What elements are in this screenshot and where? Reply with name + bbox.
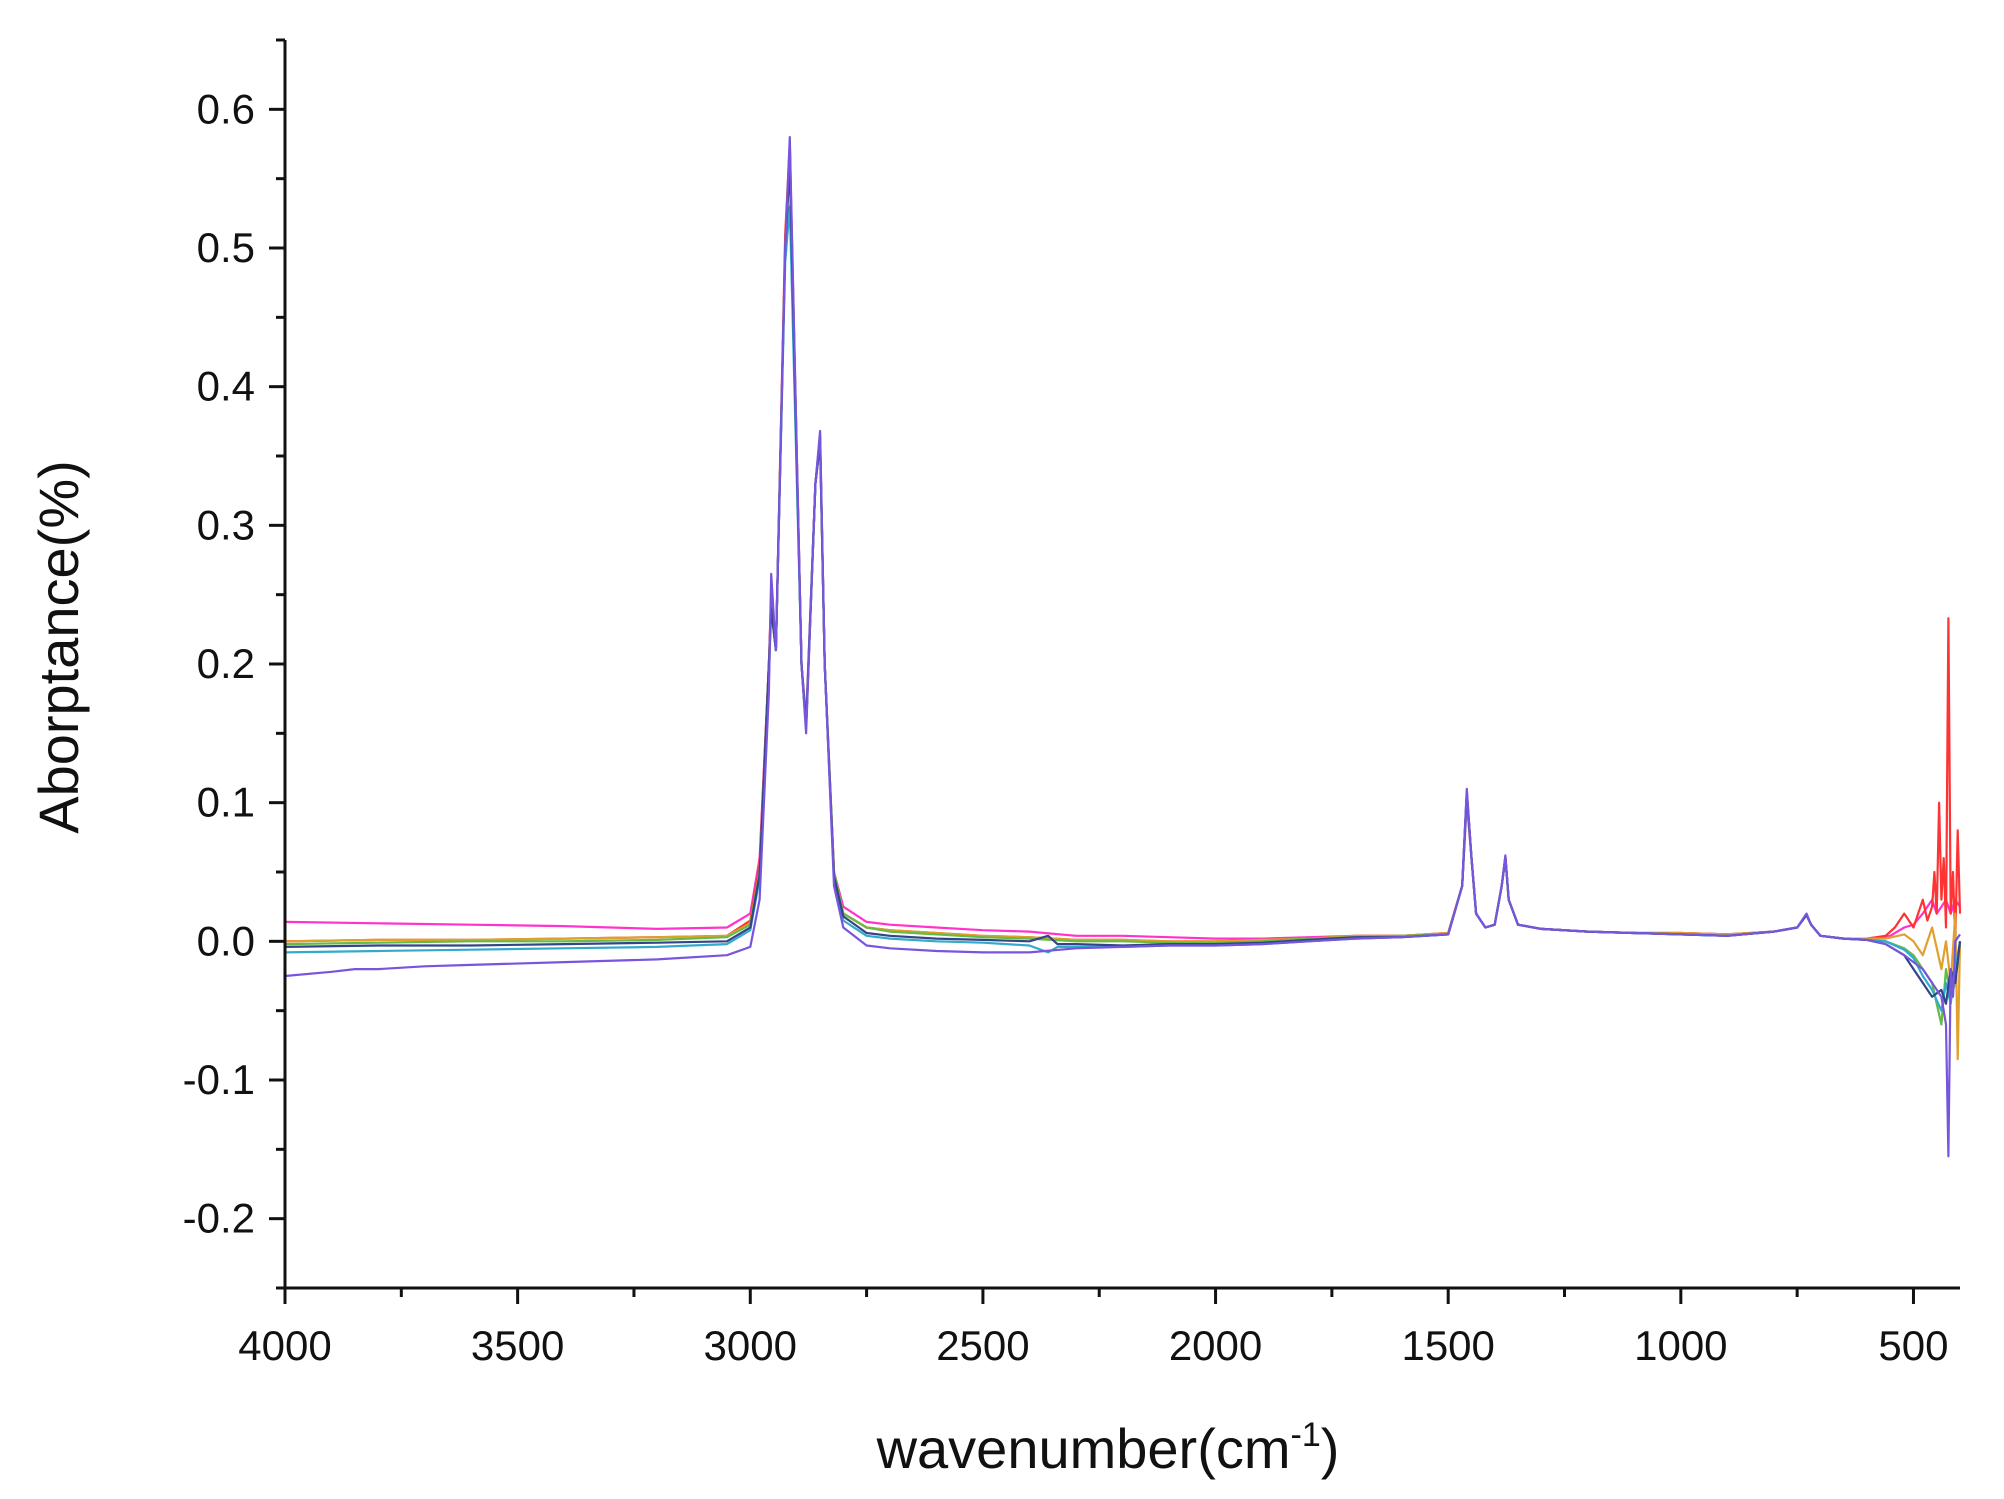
y-tick-label: 0.6 — [197, 85, 255, 132]
y-tick-label: -0.1 — [183, 1056, 255, 1103]
labels-layer: 4000 3500 3000 2500 2000 1500 1000 500 0.6 0.5 0.4… — [183, 85, 1949, 1369]
series-layer — [284, 136, 1962, 1158]
y-tick-label: 0.1 — [197, 779, 255, 826]
x-axis-title-main: wavenumber(cm — [876, 1417, 1291, 1480]
x-tick-label: 2500 — [936, 1322, 1029, 1369]
x-tick-label: 2000 — [1169, 1322, 1262, 1369]
y-tick-label: 0.3 — [197, 501, 255, 548]
x-axis-title-superscript: -1 — [1291, 1416, 1321, 1454]
x-axis-title: wavenumber(cm-1) — [876, 1416, 1340, 1480]
x-tick-label: 3000 — [704, 1322, 797, 1369]
x-tick-label: 4000 — [238, 1322, 331, 1369]
y-tick-label: 0.0 — [197, 917, 255, 964]
spectrum-line-2 — [284, 142, 1962, 943]
x-tick-label: 500 — [1878, 1322, 1948, 1369]
y-tick-label: 0.2 — [197, 640, 255, 687]
x-axis-title-tail: ) — [1321, 1417, 1340, 1480]
y-tick-label: -0.2 — [183, 1195, 255, 1242]
x-tick-label: 3500 — [471, 1322, 564, 1369]
spectrum-line-6 — [284, 163, 1962, 1005]
spectrum-line-5 — [284, 205, 1962, 1012]
spectrum-line-3 — [284, 149, 1962, 1061]
y-tick-label: 0.4 — [197, 363, 255, 410]
spectrum-line-4 — [284, 156, 1962, 1026]
x-tick-label: 1500 — [1401, 1322, 1494, 1369]
spectrum-line-7 — [284, 136, 1961, 1158]
x-tick-label: 1000 — [1634, 1322, 1727, 1369]
axes-layer — [269, 38, 1960, 1304]
spectrum-line-1 — [284, 149, 1961, 940]
y-axis-title: Aborptance(%) — [27, 460, 90, 834]
y-tick-label: 0.5 — [197, 224, 255, 271]
